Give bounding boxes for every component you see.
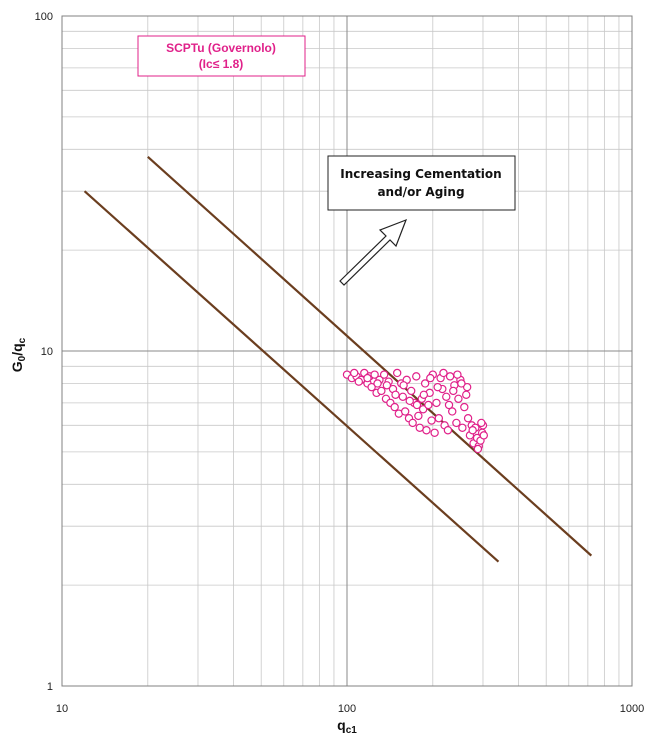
arrow-icon	[339, 218, 408, 286]
data-point	[424, 400, 433, 410]
data-point	[473, 444, 483, 454]
trend-line-1	[147, 155, 593, 557]
data-point	[477, 418, 486, 428]
data-point	[398, 392, 408, 401]
data-point	[350, 368, 359, 378]
data-point	[458, 423, 467, 432]
data-point	[408, 418, 417, 428]
data-point	[439, 368, 448, 378]
data-point	[433, 382, 442, 392]
data-point	[432, 398, 441, 408]
y-tick-label-0: 1	[47, 681, 53, 693]
data-point	[391, 390, 400, 400]
y-axis-title-main: G	[9, 361, 25, 372]
x-tick-label-1: 100	[338, 703, 356, 715]
data-point	[443, 426, 453, 435]
x-axis-title-main: q	[337, 717, 346, 733]
data-point	[457, 379, 466, 388]
data-point	[420, 379, 430, 388]
data-point	[370, 370, 379, 379]
legend-border	[137, 35, 306, 77]
trend-line-2	[83, 190, 500, 563]
data-point	[407, 386, 416, 396]
data-point	[377, 386, 386, 396]
y-tick-label-2: 100	[35, 11, 53, 23]
x-axis-title-sub: c1	[346, 725, 358, 736]
data-point	[367, 382, 376, 392]
annotation-line-2: and/or Aging	[377, 185, 464, 199]
annotation-box: Increasing Cementation and/or Aging	[327, 155, 516, 211]
data-point	[427, 416, 436, 425]
data-point	[392, 368, 402, 378]
data-point	[479, 431, 489, 440]
data-point	[430, 428, 439, 437]
data-point	[460, 402, 469, 412]
legend-line-1: SCPTu (Governolo)	[166, 41, 276, 55]
annotation-border	[327, 155, 516, 211]
data-point	[444, 400, 454, 410]
data-point	[412, 400, 422, 410]
x-tick-labels: 10 100 1000	[56, 703, 644, 715]
data-point	[422, 426, 431, 435]
data-point	[399, 381, 408, 390]
data-point	[468, 426, 477, 435]
data-point	[462, 382, 472, 392]
data-point	[382, 381, 392, 390]
x-tick-label-2: 1000	[620, 703, 644, 715]
y-axis-title: G0/qc	[9, 337, 28, 372]
data-point	[454, 394, 463, 403]
data-point	[400, 407, 410, 416]
y-axis-title-sub2: c	[17, 337, 28, 343]
data-point	[452, 418, 461, 428]
data-point	[419, 390, 429, 400]
y-axis-title-sub1: 0	[17, 355, 28, 361]
data-point	[442, 392, 451, 401]
data-point	[354, 377, 363, 386]
plot-frame	[61, 15, 633, 687]
trend-lines	[83, 155, 593, 563]
data-point	[379, 370, 389, 379]
data-points	[342, 368, 489, 454]
data-point	[414, 411, 423, 421]
data-point	[373, 379, 382, 388]
data-point	[463, 414, 473, 423]
data-point	[405, 396, 414, 406]
data-point	[426, 373, 435, 383]
data-point	[462, 390, 471, 400]
data-point	[445, 372, 455, 381]
data-point	[390, 402, 399, 412]
annotation-line-1: Increasing Cementation	[340, 167, 501, 181]
x-axis-title: qc1	[337, 717, 357, 736]
data-point	[449, 386, 458, 396]
y-tick-labels: 1 10 100	[35, 11, 53, 693]
data-point	[448, 407, 457, 416]
x-tick-label-0: 10	[56, 703, 68, 715]
legend-line-2: (Ic≤ 1.8)	[199, 57, 244, 71]
data-point	[418, 405, 428, 414]
data-point	[434, 414, 444, 423]
data-point	[453, 370, 462, 379]
y-tick-label-1: 10	[41, 346, 53, 358]
y-axis-title-mid: /q	[9, 343, 25, 355]
data-point	[412, 372, 421, 381]
data-point	[363, 373, 372, 383]
legend-box: SCPTu (Governolo) (Ic≤ 1.8)	[137, 35, 306, 77]
